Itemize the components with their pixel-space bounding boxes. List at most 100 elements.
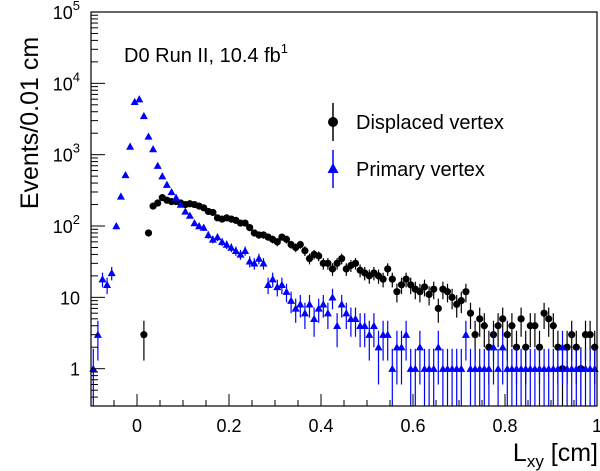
y-tick-label-exp: 5 (73, 0, 80, 13)
data-point (144, 132, 153, 140)
data-point (407, 281, 415, 289)
data-point (402, 330, 411, 338)
y-tick-label: 103 (53, 141, 80, 166)
data-point (360, 321, 369, 329)
data-point (512, 343, 521, 351)
data-point (296, 240, 304, 249)
data-point (388, 275, 396, 283)
legend-primary-marker (327, 163, 339, 173)
data-point (273, 282, 282, 291)
y-tick-label-base: 10 (53, 146, 73, 166)
data-point (250, 259, 259, 267)
data-point (149, 145, 158, 153)
data-point (259, 259, 268, 267)
data-point (314, 304, 323, 312)
data-point (282, 287, 291, 295)
y-tick-label-exp: 3 (73, 141, 80, 156)
data-point (246, 224, 254, 232)
data-point (425, 290, 433, 299)
data-point (420, 283, 429, 291)
data-point (384, 265, 392, 273)
data-point (337, 300, 346, 308)
data-point (208, 235, 217, 243)
data-point (268, 275, 277, 283)
data-point (494, 322, 502, 330)
data-point (499, 315, 507, 323)
legend: Displaced vertex Primary vertex (327, 103, 504, 188)
x-tick-label: 0 (132, 416, 142, 436)
data-point (434, 304, 442, 313)
y-tick-label: 104 (53, 69, 80, 94)
data-point (135, 95, 144, 103)
data-point (116, 192, 125, 200)
data-point (503, 331, 511, 339)
legend-primary-label: Primary vertex (356, 159, 485, 181)
data-point (273, 238, 281, 246)
data-point (411, 364, 420, 372)
data-point (112, 222, 121, 230)
data-point (300, 309, 309, 317)
data-point (568, 331, 576, 339)
data-point (508, 322, 516, 330)
data-point (154, 199, 162, 207)
data-point (204, 230, 213, 239)
data-point (315, 252, 323, 260)
y-tick-label: 102 (53, 212, 80, 237)
data-point (572, 343, 580, 351)
data-point (324, 259, 332, 267)
data-point (190, 219, 199, 227)
data-point (517, 315, 525, 323)
data-point (213, 233, 222, 241)
data-point (181, 207, 190, 215)
data-point (545, 315, 553, 323)
data-point (236, 250, 245, 258)
data-point (185, 211, 194, 219)
data-point (218, 237, 227, 246)
data-point (429, 364, 438, 372)
data-point (383, 330, 392, 338)
data-point (462, 288, 470, 296)
data-point (374, 343, 383, 351)
legend-entry-primary: Primary vertex (327, 150, 485, 188)
x-axis-label: Lxy [cm] (513, 439, 598, 471)
series-primary-vertex (89, 95, 599, 406)
x-axis: 0 0.2 0.4 0.6 0.8 1 (90, 394, 600, 436)
data-point (241, 219, 249, 227)
x-axis-label-sub: xy (527, 452, 545, 471)
x-tick-label: 1 (592, 416, 600, 436)
data-point (397, 281, 406, 289)
data-point (430, 285, 438, 293)
y-axis-label: Events/0.01 cm (16, 37, 44, 209)
data-point (291, 304, 300, 312)
data-point (402, 275, 410, 283)
data-point (457, 297, 465, 305)
y-tick-label-base: 10 (53, 217, 73, 237)
data-point (209, 208, 217, 217)
data-point (443, 288, 452, 296)
data-point (144, 229, 153, 237)
x-tick-label: 0.8 (492, 416, 517, 436)
x-axis-label-unit: [cm] (544, 439, 598, 467)
data-point (277, 280, 286, 288)
data-point (540, 309, 548, 317)
data-point (535, 343, 544, 351)
data-point (195, 222, 204, 230)
y-tick-label: 10 (60, 288, 80, 308)
data-point (121, 170, 130, 179)
data-point (531, 322, 539, 330)
data-point (333, 259, 341, 267)
data-point (254, 254, 263, 262)
data-point (480, 322, 488, 330)
data-point (126, 142, 135, 150)
data-point (241, 246, 250, 254)
data-point (231, 246, 240, 254)
plot-marks (89, 95, 599, 406)
data-point (301, 247, 309, 255)
x-tick-label: 0.4 (308, 416, 333, 436)
data-point (328, 265, 337, 273)
data-point (397, 343, 406, 351)
data-point (172, 193, 181, 201)
data-point (310, 314, 319, 323)
